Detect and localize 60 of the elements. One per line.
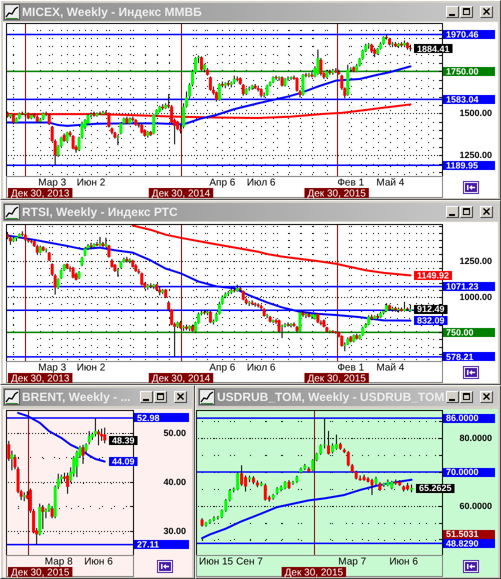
x-tick-label: Июн 6: [389, 556, 418, 568]
x-tick-label: Май 4: [376, 177, 405, 188]
x-tick-label: Фев 1: [337, 177, 365, 188]
x-tick-label: Мар 7: [338, 556, 367, 568]
ref-line-label: Дек 30, 2015: [11, 567, 70, 578]
y-tick-label: 1250.00: [459, 150, 492, 160]
annotation: 1884.41: [417, 44, 450, 54]
y-tick-label: 50.00: [163, 428, 186, 438]
x-tick-label: Мар 8: [44, 556, 74, 568]
ref-line-label: Дек 30, 2014: [152, 188, 211, 200]
ref-line-label: 52.98: [137, 412, 160, 423]
chart-title: USDRUB_TOM, Weekly - USDRUB_TOM: [217, 390, 444, 404]
y-tick-label: 1000.00: [459, 292, 492, 302]
annotation: 912.49: [417, 304, 445, 314]
ref-line-label: 1583.04: [446, 94, 479, 104]
text: 51.5031: [446, 528, 479, 539]
x-tick-label: Май 4: [376, 362, 405, 374]
x-tick-label: Июн 2: [76, 362, 106, 374]
ref-line-label: 1970.46: [446, 29, 479, 40]
ref-line-label: Дек 30, 2015: [307, 373, 366, 384]
x-tick-label: Апр 6: [209, 177, 236, 188]
chart-title: MICEX, Weekly - Индекс ММВБ: [22, 5, 202, 19]
x-tick-label: Июн 6: [84, 556, 114, 568]
x-tick-label: Июн 2: [76, 177, 106, 188]
chart-title: RTSI, Weekly - Индекс РТС: [22, 205, 178, 219]
ref-line-label: 48.8290: [446, 538, 479, 548]
y-tick-label: 1500.00: [459, 108, 492, 118]
data-label: 1149.92: [417, 270, 450, 280]
ref-line-label: 27.11: [137, 540, 160, 550]
annotation: 48.39: [112, 435, 135, 446]
ref-line-label: 86.0000: [446, 413, 479, 424]
ref-line-label: 1071.23: [446, 282, 479, 292]
x-tick-label: Фев 1: [337, 362, 365, 374]
x-tick-label: Мар 3: [38, 362, 67, 374]
y-tick-label: 1250.00: [459, 256, 492, 266]
ref-line-label: 70.0000: [446, 467, 479, 478]
x-tick-label: Апр 6: [209, 362, 236, 374]
y-tick-label: 30.00: [163, 526, 186, 536]
ref-line-label: Дек 30, 2013: [11, 188, 70, 200]
ref-line-label: Дек 30, 2013: [11, 373, 70, 384]
y-tick-label: 40.00: [163, 476, 186, 487]
ref-line-label: 750.00: [446, 327, 474, 338]
data-label: 44.09: [112, 456, 135, 466]
data-label: 832.09: [417, 316, 445, 326]
ref-line-label: Дек 30, 2015: [307, 188, 366, 200]
candlestick: [280, 324, 284, 338]
y-tick-label: 80.0000: [459, 432, 492, 443]
y-tick-label: 60.0000: [459, 500, 492, 511]
x-tick-label: Сен 7: [236, 556, 264, 568]
x-tick-label: Июл 6: [246, 177, 276, 188]
ref-line-label: 1189.95: [446, 160, 478, 170]
x-tick-label: Июн 15: [199, 556, 234, 568]
ref-line-label: 1750.00: [446, 66, 479, 76]
annotation: 65.2625: [419, 483, 452, 493]
ref-line-label: Дек 30, 2014: [152, 373, 211, 384]
chart-title: BRENT, Weekly - ...: [22, 390, 130, 404]
x-tick-label: Мар 3: [38, 177, 67, 188]
ref-line-label: Дек 30, 2015: [284, 567, 344, 578]
ref-line-label: 578.21: [446, 352, 474, 362]
x-tick-label: Июл 6: [246, 362, 276, 374]
